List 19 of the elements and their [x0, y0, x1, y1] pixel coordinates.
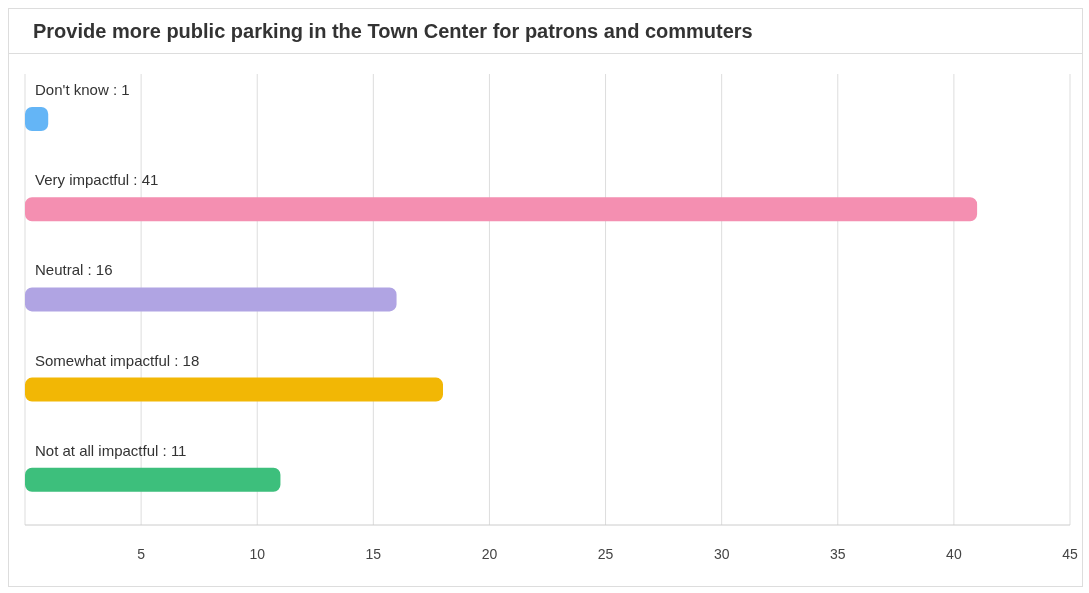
- x-tick-label: 45: [1062, 545, 1078, 562]
- x-tick-label: 10: [249, 545, 266, 562]
- x-tick-label: 35: [829, 545, 846, 562]
- y-tick-label: Neutral : 16: [35, 261, 113, 279]
- bar: [25, 377, 443, 402]
- y-tick-label: Not at all impactful : 11: [35, 441, 187, 459]
- x-tick-label: 25: [597, 545, 614, 562]
- bar: [25, 467, 281, 492]
- bar: [25, 197, 978, 222]
- bar: [25, 287, 397, 312]
- x-tick-label: 30: [713, 545, 730, 562]
- x-tick-label: 20: [481, 545, 498, 562]
- x-tick-label: 40: [946, 545, 962, 562]
- chart-title: Provide more public parking in the Town Center for patrons and commuters: [9, 9, 1082, 54]
- y-tick-label: Somewhat impactful : 18: [35, 351, 200, 369]
- y-tick-label: Very impactful : 41: [35, 171, 159, 189]
- x-tick-label: 5: [137, 545, 146, 562]
- y-tick-label: Don't know : 1: [35, 81, 130, 98]
- x-tick-label: 15: [365, 545, 382, 562]
